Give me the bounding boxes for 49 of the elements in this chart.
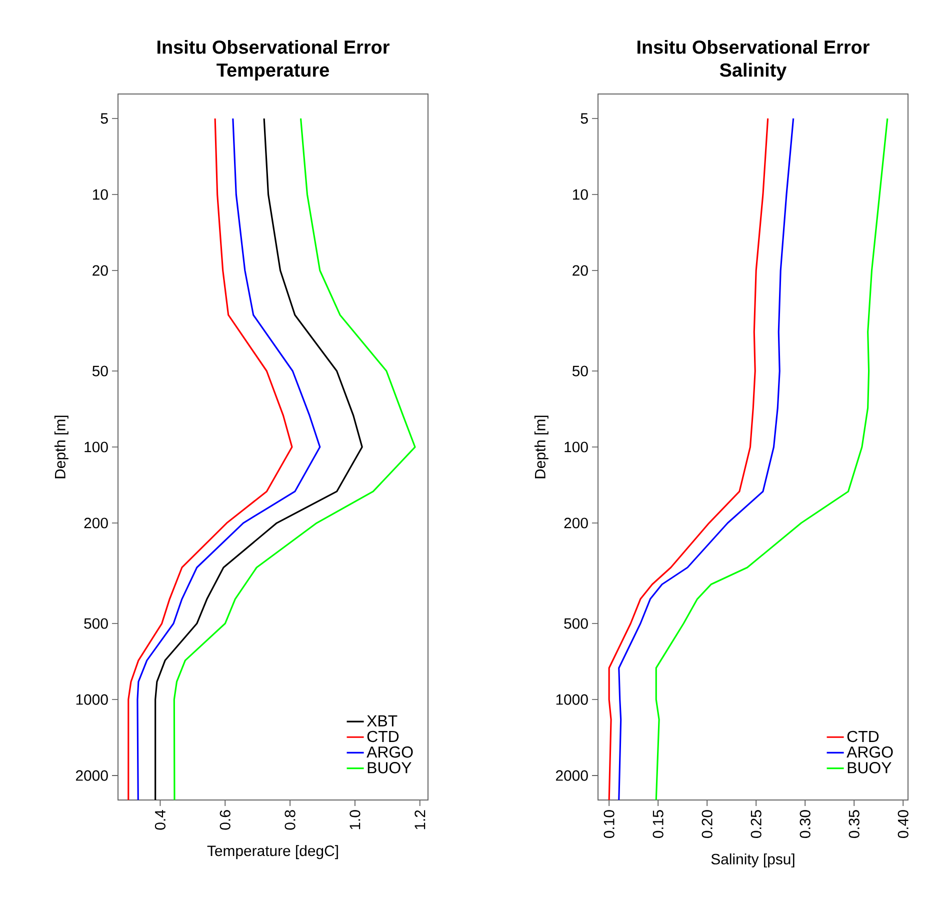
x-axis-title: Salinity [psu]: [711, 853, 794, 868]
x-tick-label: 0.35: [848, 810, 860, 838]
y-tick-label: 50: [92, 366, 108, 376]
legend-label: CTD: [847, 730, 879, 742]
legend-label: BUOY: [848, 762, 892, 774]
x-tick-label: 0.10: [604, 810, 614, 838]
legend-label: BUOY: [368, 762, 412, 774]
y-tick-label: 1000: [76, 694, 108, 705]
x-tick-label: 0.20: [702, 810, 712, 838]
line-series: [136, 118, 321, 800]
y-tick-label: 5: [580, 113, 588, 124]
y-tick-label: 20: [92, 265, 108, 276]
chart-title: Insitu Observational Error Temperature: [158, 40, 390, 81]
y-tick-label: 1000: [556, 694, 588, 705]
y-tick-label: 2000: [76, 770, 108, 781]
y-tick-label: 10: [93, 189, 108, 200]
x-tick-label: 0.4: [154, 810, 166, 830]
x-tick-label: 0.6: [220, 810, 230, 830]
legend-label: XBT: [366, 715, 398, 726]
y-axis-title: Depth [m]: [534, 416, 548, 478]
x-axis-title: Temperature [degC]: [207, 845, 338, 860]
y-tick-label: 500: [84, 618, 108, 629]
legend-label: ARGO: [846, 746, 893, 758]
y-tick-label: 100: [564, 442, 588, 452]
chart-title: Insitu Observational Error Salinity: [638, 40, 870, 81]
y-axis-title: Depth [m]: [54, 416, 68, 478]
y-tick-label: 20: [572, 265, 588, 276]
x-tick-label: 0.40: [898, 810, 908, 838]
x-tick-label: 1.2: [414, 810, 426, 830]
line-series: [128, 118, 293, 800]
line-series: [618, 118, 794, 800]
y-tick-label: 200: [564, 518, 588, 528]
x-tick-label: 0.25: [750, 810, 762, 838]
x-tick-label: 0.8: [284, 810, 296, 830]
y-tick-label: 500: [564, 618, 588, 629]
line-series: [608, 118, 769, 800]
line-series: [154, 118, 363, 800]
y-tick-label: 200: [84, 518, 108, 528]
x-tick-label: 1.0: [350, 810, 360, 830]
legend-label: CTD: [367, 730, 399, 742]
x-tick-label: 0.15: [652, 810, 664, 838]
x-tick-label: 0.30: [800, 810, 810, 838]
y-tick-label: 100: [84, 442, 108, 452]
y-tick-label: 50: [572, 366, 588, 376]
line-series: [173, 118, 416, 800]
y-tick-label: 2000: [556, 770, 588, 781]
y-tick-label: 5: [100, 113, 108, 124]
y-tick-label: 10: [573, 189, 588, 200]
legend-label: ARGO: [366, 746, 413, 758]
